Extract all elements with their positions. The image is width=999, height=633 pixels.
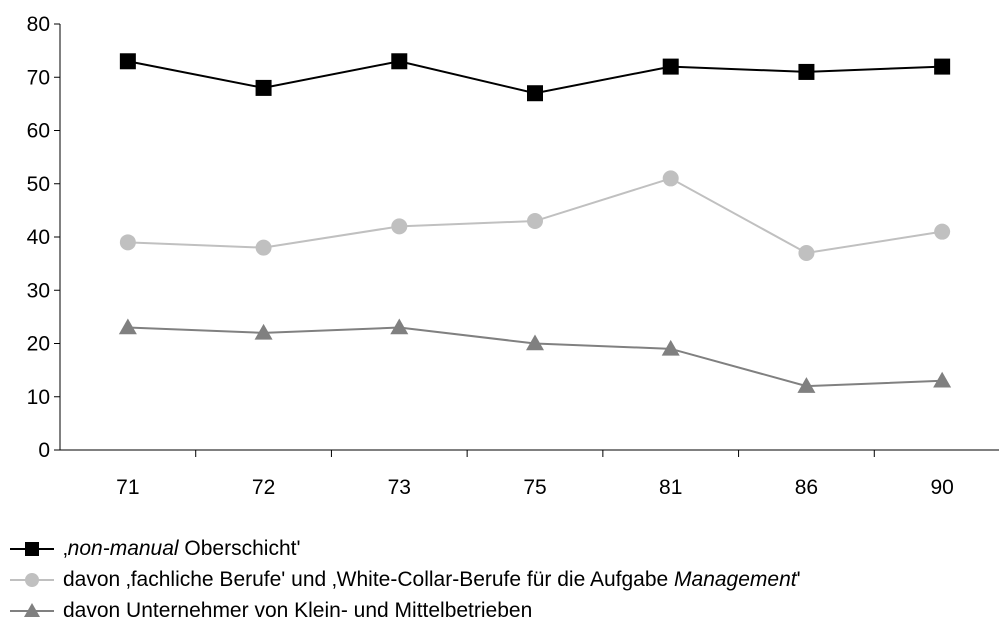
y-tick-label: 10 [27,386,50,409]
x-tick-label: 90 [930,476,953,499]
data-point-triangle [390,318,409,335]
data-point-square [25,542,39,556]
x-tick-label: 81 [659,476,682,499]
data-point-triangle [797,377,816,393]
line-chart: 0 10 20 30 40 50 60 70 80 71 72 73 75 81 86 90 [27,13,999,499]
data-point-triangle [118,318,137,335]
legend-key-triangle [10,603,54,617]
data-point-triangle [661,339,680,356]
series-1 [119,53,951,102]
y-tick-label: 0 [38,439,50,462]
data-point-triangle [526,334,544,351]
legend-key-square [10,542,54,556]
data-point-circle [255,239,272,256]
data-point-circle [934,223,951,240]
data-point-circle [662,170,679,187]
series-3 [118,318,952,393]
y-tick-label: 70 [27,66,50,89]
y-tick-label: 80 [27,13,50,36]
chart-series [118,53,952,393]
legend-label: davon Unternehmer von Klein- und Mittelb… [63,599,533,622]
y-tick-label: 30 [27,279,50,302]
data-point-square [391,53,408,70]
data-point-square [255,79,272,96]
data-point-triangle [24,603,40,617]
data-point-square [934,58,951,75]
legend-label: ‚non-manual Oberschicht' [63,537,301,560]
data-point-circle [527,213,543,230]
legend-label: davon ‚fachliche Berufe' und ‚White-Coll… [63,568,801,591]
series-2 [119,170,951,261]
x-tick-label: 72 [252,476,275,499]
x-tick-label: 71 [116,476,139,499]
data-point-square [527,85,543,102]
data-point-square [119,53,136,70]
x-tick-label: 75 [523,476,546,499]
data-point-square [662,58,679,75]
data-point-triangle [933,371,952,388]
y-tick-label: 50 [27,173,50,196]
data-point-circle [391,218,408,235]
x-tick-label: 86 [795,476,818,499]
data-point-circle [25,573,39,587]
x-tick-label: 73 [388,476,411,499]
legend-key-circle [10,573,54,587]
data-point-circle [119,234,136,251]
y-tick-label: 20 [27,333,50,356]
chart-axes: 0 10 20 30 40 50 60 70 80 71 72 73 75 81 86 90 [27,13,999,499]
data-point-square [798,63,815,80]
y-tick-label: 40 [27,226,50,249]
data-point-circle [798,244,815,261]
data-point-triangle [254,323,273,340]
y-tick-label: 60 [27,120,50,143]
